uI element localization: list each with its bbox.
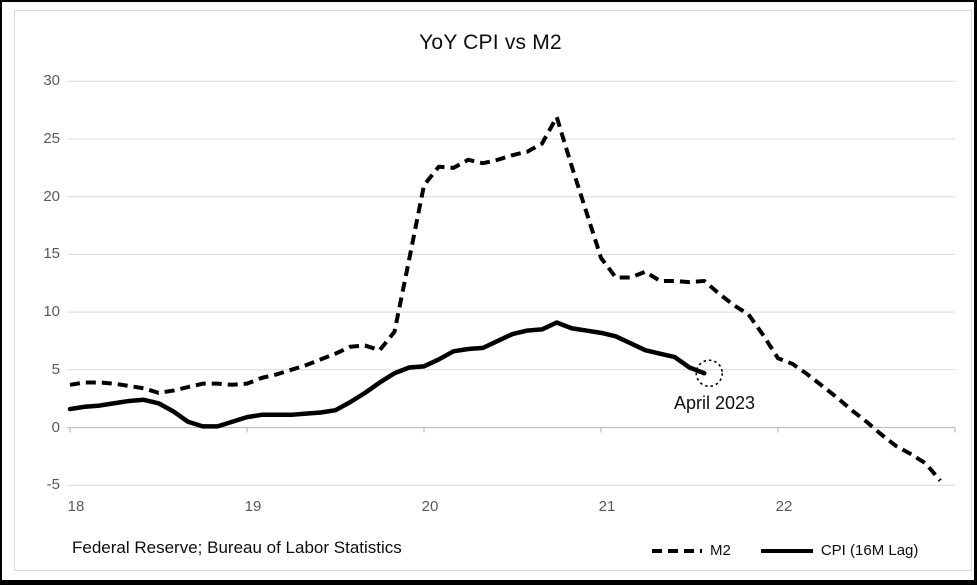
y-tick-label-30: 30 — [43, 72, 60, 90]
series-line-m2 — [69, 115, 942, 482]
legend-label: M2 — [710, 542, 731, 559]
y-tick-label-10: 10 — [43, 303, 60, 321]
x-tick-label-18: 18 — [67, 498, 85, 515]
y-tick-label-5: 5 — [51, 360, 60, 378]
y-tick-label-0: 0 — [51, 418, 60, 436]
legend-item-m2: M2 — [652, 542, 731, 559]
legend-label: CPI (16M Lag) — [820, 542, 919, 559]
solid-line-swatch-icon — [760, 548, 813, 553]
y-tick-label-25: 25 — [43, 130, 60, 147]
y-tick-label--5: -5 — [46, 476, 60, 494]
chart-title: YoY CPI vs M2 — [419, 31, 562, 54]
source-note: Federal Reserve; Bureau of Labor Statist… — [72, 538, 402, 557]
x-tick-label-20: 20 — [421, 498, 439, 515]
legend-item-cpi-16m-lag-: CPI (16M Lag) — [760, 542, 919, 559]
series-line-cpi — [67, 320, 707, 429]
chart-area-border — [14, 10, 972, 571]
annotation-april-2023: April 2023 — [673, 393, 756, 413]
dashed-line-swatch-icon — [652, 548, 702, 553]
x-tick-label-19: 19 — [244, 498, 262, 515]
legend: M2 CPI (16M Lag) — [652, 542, 918, 559]
y-tick-label-15: 15 — [43, 245, 60, 263]
annotation-circle-icon — [695, 359, 724, 388]
x-tick-label-21: 21 — [598, 498, 616, 515]
y-tick-label-20: 20 — [43, 187, 60, 205]
x-tick-label-22: 22 — [775, 498, 793, 515]
